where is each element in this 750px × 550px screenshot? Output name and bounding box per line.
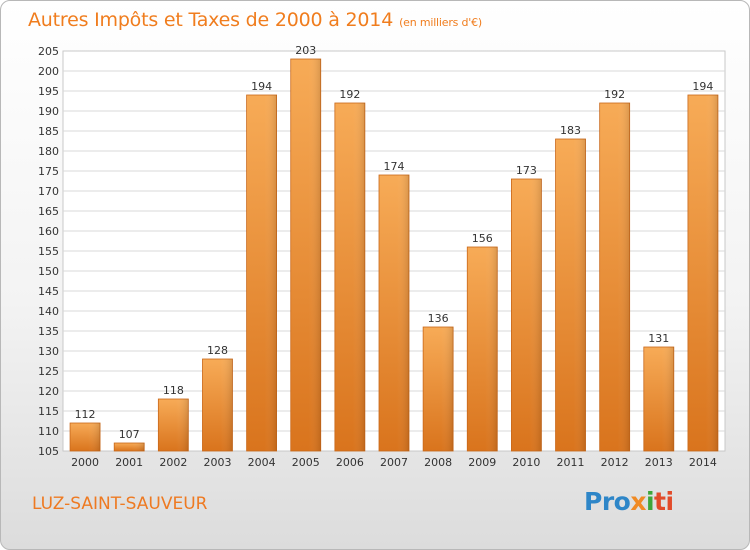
y-tick-label: 130	[38, 345, 59, 358]
x-tick-label: 2000	[71, 456, 99, 469]
x-tick-label: 2006	[336, 456, 364, 469]
bar-shade	[661, 347, 674, 451]
y-tick-label: 165	[38, 205, 59, 218]
data-label: 156	[472, 232, 493, 245]
bar-shade	[573, 139, 586, 451]
data-label: 183	[560, 124, 581, 137]
data-label: 107	[119, 428, 140, 441]
y-tick-label: 140	[38, 305, 59, 318]
bar-shade	[529, 179, 542, 451]
y-tick-label: 135	[38, 325, 59, 338]
data-label: 112	[75, 408, 96, 421]
bar-shade	[132, 443, 145, 451]
y-tick-label: 120	[38, 385, 59, 398]
y-tick-label: 145	[38, 285, 59, 298]
bar-shade	[264, 95, 277, 451]
bar-shade	[485, 247, 498, 451]
proxiti-logo: Proxiti	[584, 487, 674, 516]
data-label: 118	[163, 384, 184, 397]
x-tick-label: 2001	[115, 456, 143, 469]
y-tick-label: 170	[38, 185, 59, 198]
y-tick-label: 110	[38, 425, 59, 438]
data-label: 131	[648, 332, 669, 345]
x-tick-label: 2014	[689, 456, 717, 469]
y-tick-label: 200	[38, 65, 59, 78]
data-label: 173	[516, 164, 537, 177]
y-tick-label: 185	[38, 125, 59, 138]
x-tick-label: 2004	[248, 456, 276, 469]
x-tick-label: 2012	[601, 456, 629, 469]
y-tick-label: 125	[38, 365, 59, 378]
x-tick-label: 2008	[424, 456, 452, 469]
data-label: 174	[384, 160, 405, 173]
data-label: 194	[251, 80, 272, 93]
data-label: 128	[207, 344, 228, 357]
bar-shade	[705, 95, 718, 451]
y-tick-label: 190	[38, 105, 59, 118]
data-label: 192	[339, 88, 360, 101]
bar-shade	[441, 327, 454, 451]
y-tick-label: 155	[38, 245, 59, 258]
y-tick-label: 150	[38, 265, 59, 278]
y-tick-label: 180	[38, 145, 59, 158]
y-tick-label: 175	[38, 165, 59, 178]
bar-shade	[397, 175, 409, 451]
data-label: 194	[692, 80, 713, 93]
chart-title-text: Autres Impôts et Taxes de 2000 à 2014	[28, 9, 394, 31]
x-tick-label: 2009	[468, 456, 496, 469]
y-tick-label: 105	[38, 445, 59, 458]
x-tick-label: 2002	[159, 456, 187, 469]
data-label: 136	[428, 312, 449, 325]
y-tick-label: 195	[38, 85, 59, 98]
bar-shade	[308, 59, 321, 451]
x-tick-label: 2003	[203, 456, 231, 469]
x-tick-label: 2011	[557, 456, 585, 469]
bar-shade	[220, 359, 233, 451]
data-label: 203	[295, 44, 316, 57]
bar-shade	[176, 399, 189, 451]
data-label: 192	[604, 88, 625, 101]
city-name: LUZ-SAINT-SAUVEUR	[32, 494, 208, 514]
bar-shade	[617, 103, 630, 451]
y-tick-label: 160	[38, 225, 59, 238]
x-tick-label: 2005	[292, 456, 320, 469]
bar-shade	[88, 423, 101, 451]
x-tick-label: 2013	[645, 456, 673, 469]
x-tick-label: 2010	[512, 456, 540, 469]
y-tick-label: 205	[38, 45, 59, 58]
x-tick-label: 2007	[380, 456, 408, 469]
chart-title: Autres Impôts et Taxes de 2000 à 2014 (en…	[28, 9, 482, 31]
bar-shade	[352, 103, 365, 451]
y-tick-label: 115	[38, 405, 59, 418]
unit-note: (en milliers d'€)	[399, 16, 482, 29]
